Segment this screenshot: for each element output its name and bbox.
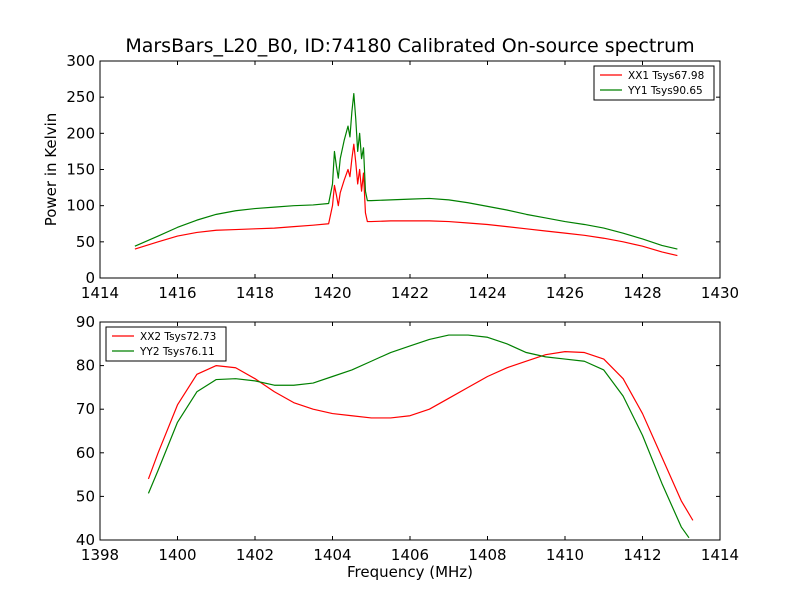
y-tick-label: 70 [76, 400, 95, 418]
y-tick-label: 0 [85, 269, 95, 287]
legend-label-2: YY2 Tsys76.11 [139, 346, 215, 358]
y-tick-label: 200 [66, 124, 95, 142]
y-tick-label: 90 [76, 313, 95, 331]
y-tick-label: 40 [76, 531, 95, 549]
x-axis-label: Frequency (MHz) [347, 563, 473, 581]
chart-panel-1: 1414 1416 1418 1420 1422 1424 1426 1428 1430 0 50 1… [42, 52, 739, 302]
x-tick-label: 1412 [623, 546, 661, 564]
y-tick-label: 60 [76, 444, 95, 462]
y-tick-label: 300 [66, 52, 95, 70]
x-tick-label: 1406 [391, 546, 429, 564]
x-tick-label: 1414 [701, 546, 739, 564]
legend-box [593, 65, 715, 101]
y-tick-label: 250 [66, 88, 95, 106]
chart-title: MarsBars_L20_B0, ID:74180 Calibrated On-… [125, 35, 694, 57]
series-line-1 [147, 351, 694, 521]
x-tick-label: 1430 [701, 284, 739, 302]
legend-label-1: XX2 Tsys72.73 [140, 331, 216, 343]
y-tick-label: 100 [66, 197, 95, 215]
legend: XX1 Tsys67.98 YY1 Tsys90.65 [593, 65, 715, 101]
series-line-2 [147, 334, 690, 539]
x-tick-label: 1402 [236, 546, 274, 564]
x-tick-label: 1400 [158, 546, 196, 564]
x-tick-label: 1426 [546, 284, 584, 302]
x-tick-label: 1398 [81, 546, 119, 564]
chart-panel-2: 1398 1400 1402 1404 1406 1408 1410 1412 1414 40 50… [76, 313, 739, 581]
y-tick-label: 50 [76, 487, 95, 505]
x-tick-label: 1424 [468, 284, 506, 302]
x-tick-label: 1404 [313, 546, 351, 564]
x-tick-label: 1420 [313, 284, 351, 302]
y-tick-label: 80 [76, 357, 95, 375]
legend: XX2 Tsys72.73 YY2 Tsys76.11 [105, 326, 227, 362]
y-axis-label: Power in Kelvin [42, 113, 60, 227]
x-tick-label: 1410 [546, 546, 584, 564]
x-tick-label: 1418 [236, 284, 274, 302]
legend-box [105, 326, 227, 362]
x-tick-label: 1416 [158, 284, 196, 302]
x-tick-label: 1428 [623, 284, 661, 302]
legend-label-2: YY1 Tsys90.65 [627, 85, 703, 97]
x-tick-label: 1408 [468, 546, 506, 564]
series-line-1 [134, 143, 678, 257]
y-tick-label: 50 [76, 233, 95, 251]
x-tick-label: 1414 [81, 284, 119, 302]
x-tick-label: 1422 [391, 284, 429, 302]
y-tick-label: 150 [66, 161, 95, 179]
legend-label-1: XX1 Tsys67.98 [628, 70, 704, 82]
series-line-2 [134, 92, 678, 250]
